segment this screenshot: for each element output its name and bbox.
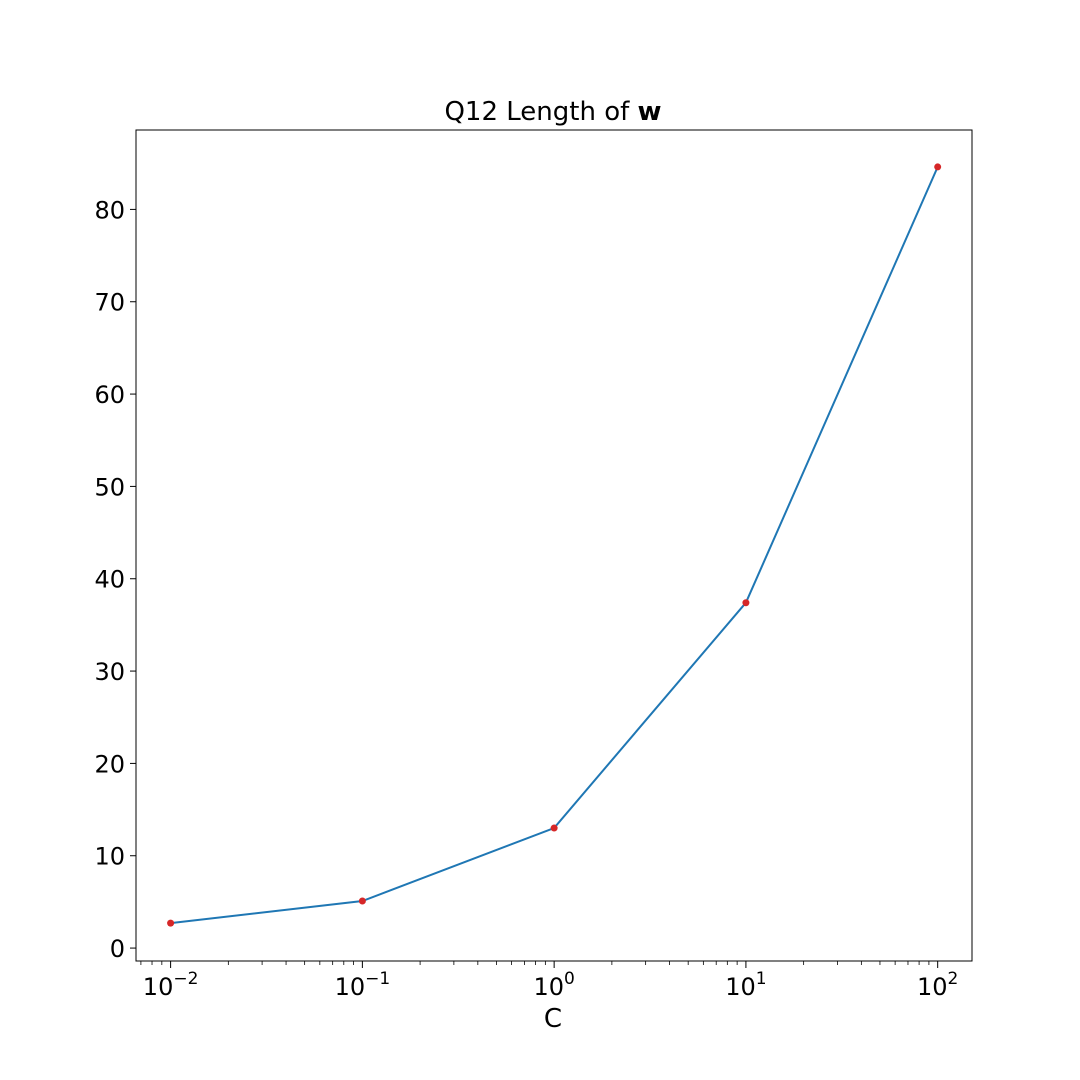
x-tick-exponent: 1 [756,969,767,989]
chart-title: Q12 Length of w [444,97,661,127]
x-tick-base: 10 [725,973,756,1001]
x-tick-base: 10 [335,973,366,1001]
y-tick-label: 10 [94,843,125,871]
y-tick-label: 40 [94,566,125,594]
data-point [550,824,558,832]
y-tick-label: 0 [110,935,125,963]
x-tick-label: 10−2 [143,969,199,1001]
x-tick-label: 102 [917,969,958,1001]
y-tick-label: 30 [94,658,125,686]
y-tick-label: 60 [94,381,125,409]
x-tick-exponent: 2 [948,969,959,989]
x-tick-label: 10−1 [335,969,391,1001]
data-point [167,919,175,927]
x-tick-base: 10 [533,973,564,1001]
data-point [358,897,366,905]
data-point [742,599,750,607]
chart-title-bold: w [638,97,662,127]
y-tick-label: 70 [94,289,125,317]
x-tick-label: 100 [533,969,574,1001]
y-tick-label: 80 [94,196,125,224]
y-tick-label: 20 [94,750,125,778]
x-tick-base: 10 [143,973,174,1001]
data-point [934,163,942,171]
x-tick-exponent: −1 [365,969,390,989]
x-tick-exponent: −2 [173,969,198,989]
chart-title-main: Q12 Length of [444,97,637,127]
x-tick-label: 101 [725,969,766,1001]
x-axis-label: C [544,1004,562,1034]
x-tick-exponent: 0 [564,969,575,989]
y-tick-label: 50 [94,473,125,501]
x-tick-base: 10 [917,973,948,1001]
